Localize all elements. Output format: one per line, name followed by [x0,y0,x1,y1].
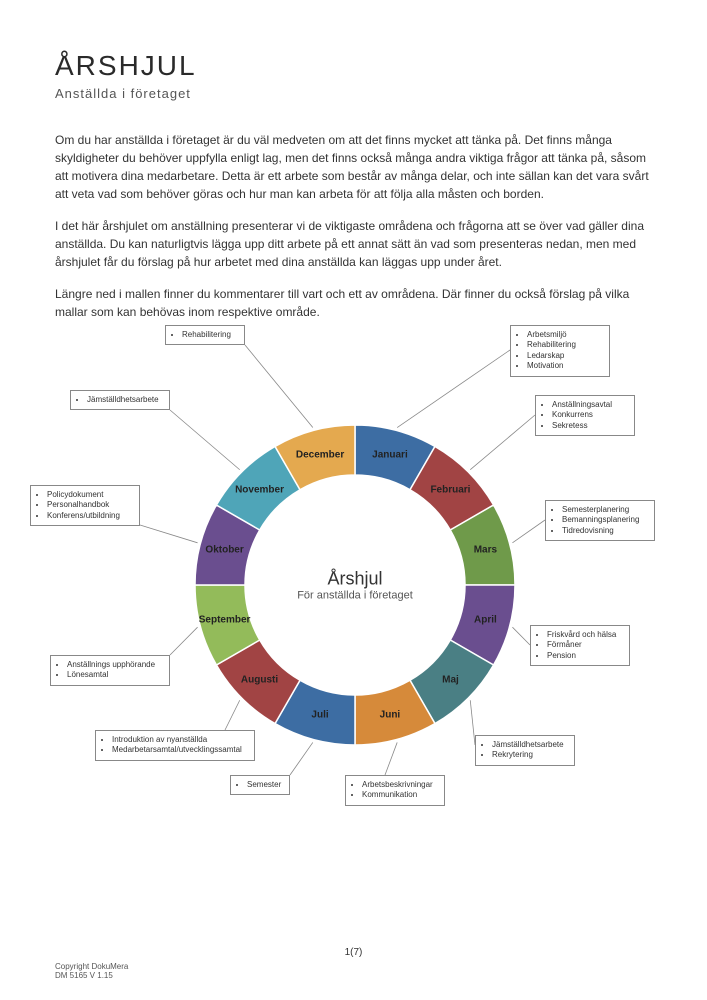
callout-item: Konferens/utbildning [47,511,133,521]
callout-januari: ArbetsmiljöRehabiliteringLedarskapMotiva… [510,325,610,377]
month-label-augusti: Augusti [241,675,278,686]
callout-item: Jämställdhetsarbete [492,740,568,750]
month-label-september: September [199,614,251,625]
callout-item: Lönesamtal [67,670,163,680]
copyright-text: Copyright DokuMera [55,962,652,971]
page-footer: 1(7) Copyright DokuMera DM 5165 V 1.15 [55,947,652,980]
callout-item: Rehabilitering [527,340,603,350]
month-label-april: April [474,614,497,625]
callout-item: Bemanningsplanering [562,515,648,525]
wheel-center-sub: För anställda i företaget [297,590,413,602]
month-label-december: December [296,449,344,460]
intro-para-1: Om du har anställda i företaget är du vä… [55,131,652,203]
month-label-juni: Juni [380,710,401,721]
callout-item: Arbetsbeskrivningar [362,780,438,790]
month-label-oktober: Oktober [205,545,243,556]
callout-item: Ledarskap [527,351,603,361]
intro-para-3: Längre ned i mallen finner du kommentare… [55,285,652,321]
page-subtitle: Anställda i företaget [55,86,652,101]
callout-juni: ArbetsbeskrivningarKommunikation [345,775,445,806]
month-label-maj: Maj [442,675,459,686]
month-label-februari: Februari [430,484,470,495]
intro-para-2: I det här årshjulet om anställning prese… [55,217,652,271]
callout-item: Konkurrens [552,410,628,420]
page-number: 1(7) [55,947,652,958]
callout-oktober: PolicydokumentPersonalhandbokKonferens/u… [30,485,140,526]
callout-item: Sekretess [552,421,628,431]
callout-item: Arbetsmiljö [527,330,603,340]
callout-item: Policydokument [47,490,133,500]
callout-april: Friskvård och hälsaFörmånerPension [530,625,630,666]
callout-februari: AnställningsavtalKonkurrensSekretess [535,395,635,436]
callout-item: Rekrytering [492,750,568,760]
wheel-center: Årshjul För anställda i företaget [297,569,413,602]
callout-juli: Semester [230,775,290,795]
callout-september: Anställnings upphörandeLönesamtal [50,655,170,686]
doc-id: DM 5165 V 1.15 [55,971,652,980]
month-label-juli: Juli [311,710,328,721]
callout-maj: JämställdhetsarbeteRekrytering [475,735,575,766]
callout-item: Kommunikation [362,790,438,800]
callout-item: Friskvård och hälsa [547,630,623,640]
year-wheel: Årshjul För anställda i företaget Januar… [55,335,655,835]
callout-item: Motivation [527,361,603,371]
month-label-november: November [235,484,284,495]
month-label-januari: Januari [372,449,408,460]
callout-item: Introduktion av nyanställda [112,735,248,745]
callout-item: Semester [247,780,283,790]
callout-november: Jämställdhetsarbete [70,390,170,410]
callout-item: Tidredovisning [562,526,648,536]
callout-item: Anställningsavtal [552,400,628,410]
callout-item: Rehabilitering [182,330,238,340]
callout-item: Medarbetarsamtal/utvecklingssamtal [112,745,248,755]
callout-augusti: Introduktion av nyanställdaMedarbetarsam… [95,730,255,761]
callout-item: Jämställdhetsarbete [87,395,163,405]
callout-item: Förmåner [547,640,623,650]
page-title: ÅRSHJUL [55,50,652,82]
callout-mars: SemesterplaneringBemanningsplaneringTidr… [545,500,655,541]
month-label-mars: Mars [474,545,497,556]
callout-item: Anställnings upphörande [67,660,163,670]
callout-december: Rehabilitering [165,325,245,345]
callout-item: Personalhandbok [47,500,133,510]
callout-item: Pension [547,651,623,661]
wheel-center-title: Årshjul [297,569,413,590]
callout-item: Semesterplanering [562,505,648,515]
